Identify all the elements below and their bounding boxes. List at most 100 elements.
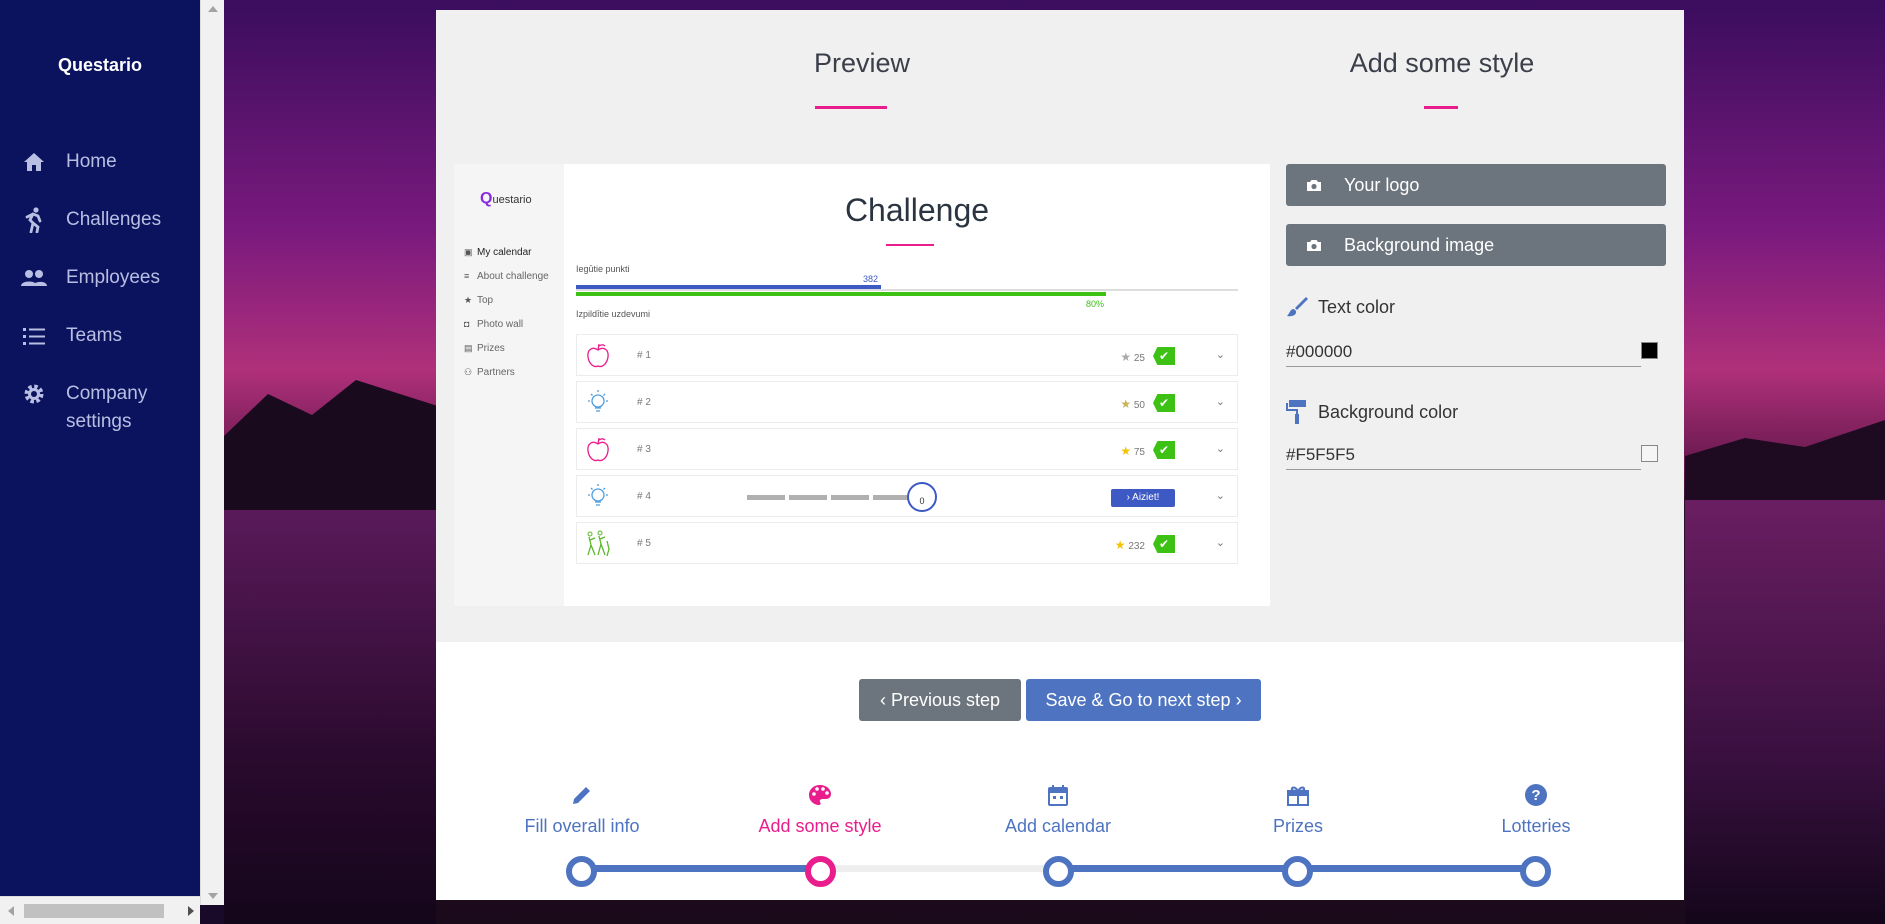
preview-main: Challenge Iegūtie punkti 382 80% Izpildī… xyxy=(564,164,1270,606)
camera-icon: ◘ xyxy=(464,319,470,329)
scrollbar-thumb[interactable] xyxy=(24,904,164,918)
step-prizes[interactable]: Prizes xyxy=(1198,780,1398,837)
chevron-down-icon: ⌄ xyxy=(1215,396,1225,408)
people-running-icon xyxy=(583,529,613,559)
previous-step-button[interactable]: ‹ Previous step xyxy=(859,679,1021,721)
background-color-label: Background color xyxy=(1286,399,1458,425)
chevron-down-icon: ⌄ xyxy=(1215,349,1225,361)
step-dot-active[interactable] xyxy=(805,856,836,887)
home-icon xyxy=(20,148,48,176)
sidebar-item-challenges[interactable]: Challenges xyxy=(0,206,200,264)
sidebar-item-home[interactable]: Home xyxy=(0,148,200,206)
svg-text:?: ? xyxy=(1531,787,1540,804)
preview-nav-item: ★ Top xyxy=(464,294,494,306)
gift-icon xyxy=(1198,780,1398,810)
star-icon: ★ xyxy=(464,294,473,305)
chevron-down-icon: ⌄ xyxy=(1215,443,1225,455)
sidebar-item-label: Teams xyxy=(66,325,122,346)
task-row: # 1 ★ 25 ✔ ⌄ xyxy=(576,334,1238,376)
progress-knob: 0 xyxy=(907,482,937,512)
sidebar-item-label: Home xyxy=(66,151,117,172)
camera-icon xyxy=(1306,179,1324,192)
check-icon: ✔ xyxy=(1153,347,1175,365)
step-dot[interactable] xyxy=(1043,856,1074,887)
text-color-swatch[interactable] xyxy=(1641,342,1658,359)
tasks-label: Izpildītie uzdevumi xyxy=(576,309,651,319)
check-icon: ✔ xyxy=(1153,441,1175,459)
sidebar-item-teams[interactable]: Teams xyxy=(0,322,200,380)
preview-nav: ▣ My calendar ≡ About challenge ★ Top ◘ Phot… xyxy=(464,240,549,384)
scroll-left-icon[interactable] xyxy=(8,906,14,916)
sidebar-item-employees[interactable]: Employees xyxy=(0,264,200,322)
preview-title: Challenge xyxy=(844,192,990,228)
star-icon: ★ xyxy=(1120,444,1132,458)
upload-background-button[interactable]: Background image xyxy=(1286,224,1666,266)
chevron-left-icon: ‹ xyxy=(879,690,891,710)
sidebar: Questario Home Challenges Employees Team… xyxy=(0,0,200,924)
points-value: 382 xyxy=(863,274,879,284)
stars-value: ★ 50 xyxy=(1120,397,1145,411)
points-label: Iegūtie punkti xyxy=(576,264,630,274)
task-row: # 3 ★ 75 ✔ ⌄ xyxy=(576,428,1238,470)
preview-nav-item: ≡ About challenge xyxy=(464,270,549,282)
step-add-calendar[interactable]: Add calendar xyxy=(958,780,1158,837)
points-progress-bar xyxy=(576,285,881,289)
tasks-progress-bar xyxy=(576,292,1106,296)
stars-value: ★ 25 xyxy=(1120,350,1145,364)
chevron-down-icon: ⌄ xyxy=(1215,490,1225,502)
step-fill-overall-info[interactable]: Fill overall info xyxy=(482,780,682,837)
background-color-input[interactable] xyxy=(1286,440,1641,470)
scroll-right-icon[interactable] xyxy=(188,906,194,916)
camera-icon xyxy=(1306,239,1324,252)
sidebar-item-label: Challenges xyxy=(66,209,162,230)
calendar-icon: ▣ xyxy=(464,246,473,257)
apple-icon xyxy=(583,341,613,371)
calendar-icon xyxy=(958,780,1158,810)
check-icon: ✔ xyxy=(1153,394,1175,412)
preview-sidebar: Questario ▣ My calendar ≡ About challenge … xyxy=(454,164,564,606)
step-add-some-style[interactable]: Add some style xyxy=(720,780,920,837)
go-button: › Aiziet! xyxy=(1111,489,1175,507)
horizontal-scrollbar[interactable] xyxy=(0,896,200,924)
preview-logo: Questario xyxy=(480,190,532,207)
running-icon xyxy=(20,206,48,234)
stepper-track-done xyxy=(582,865,820,872)
sidebar-item-company-settings[interactable]: Company settings xyxy=(0,380,200,438)
task-row: # 2 ★ 50 ✔ ⌄ xyxy=(576,381,1238,423)
star-icon: ★ xyxy=(1120,397,1132,411)
title-underline xyxy=(815,106,887,109)
preview-title-underline xyxy=(886,244,934,246)
next-step-button[interactable]: Save & Go to next step › xyxy=(1026,679,1261,721)
step-dot[interactable] xyxy=(1282,856,1313,887)
stepper-track-pending xyxy=(820,865,1058,872)
list-icon xyxy=(20,322,48,350)
main-panel: Preview Add some style Questario ▣ My cal… xyxy=(436,10,1684,900)
paint-roller-icon xyxy=(1286,399,1312,425)
text-color-label: Text color xyxy=(1286,296,1395,318)
lightbulb-icon xyxy=(583,482,613,512)
background-color-swatch[interactable] xyxy=(1641,445,1658,462)
step-dot[interactable] xyxy=(1520,856,1551,887)
step-dot[interactable] xyxy=(566,856,597,887)
upload-background-label: Background image xyxy=(1344,234,1495,255)
upload-logo-button[interactable]: Your logo xyxy=(1286,164,1666,206)
gift-icon: ▤ xyxy=(464,342,473,353)
task-row: # 4 0 › Aiziet! ⌄ xyxy=(576,475,1238,517)
scroll-up-icon[interactable] xyxy=(208,6,218,12)
brand-name: Questario xyxy=(57,55,143,75)
vertical-scrollbar[interactable] xyxy=(200,0,224,905)
preview-nav-item: ⚇ Partners xyxy=(464,366,515,378)
list-icon: ≡ xyxy=(464,271,470,281)
scroll-down-icon[interactable] xyxy=(208,893,218,899)
preview-nav-item: ▤ Prizes xyxy=(464,342,505,354)
sidebar-item-label: Employees xyxy=(66,267,160,288)
style-section: Preview Add some style Questario ▣ My cal… xyxy=(436,10,1684,642)
sidebar-nav: Home Challenges Employees Teams Company … xyxy=(0,148,200,438)
star-icon: ★ xyxy=(1114,538,1126,552)
gear-icon xyxy=(20,380,48,408)
title-underline xyxy=(1424,106,1458,109)
text-color-input[interactable] xyxy=(1286,337,1641,367)
background-mountain xyxy=(224,380,444,520)
progress-track xyxy=(576,289,1238,291)
step-lotteries[interactable]: ? Lotteries xyxy=(1436,780,1636,837)
